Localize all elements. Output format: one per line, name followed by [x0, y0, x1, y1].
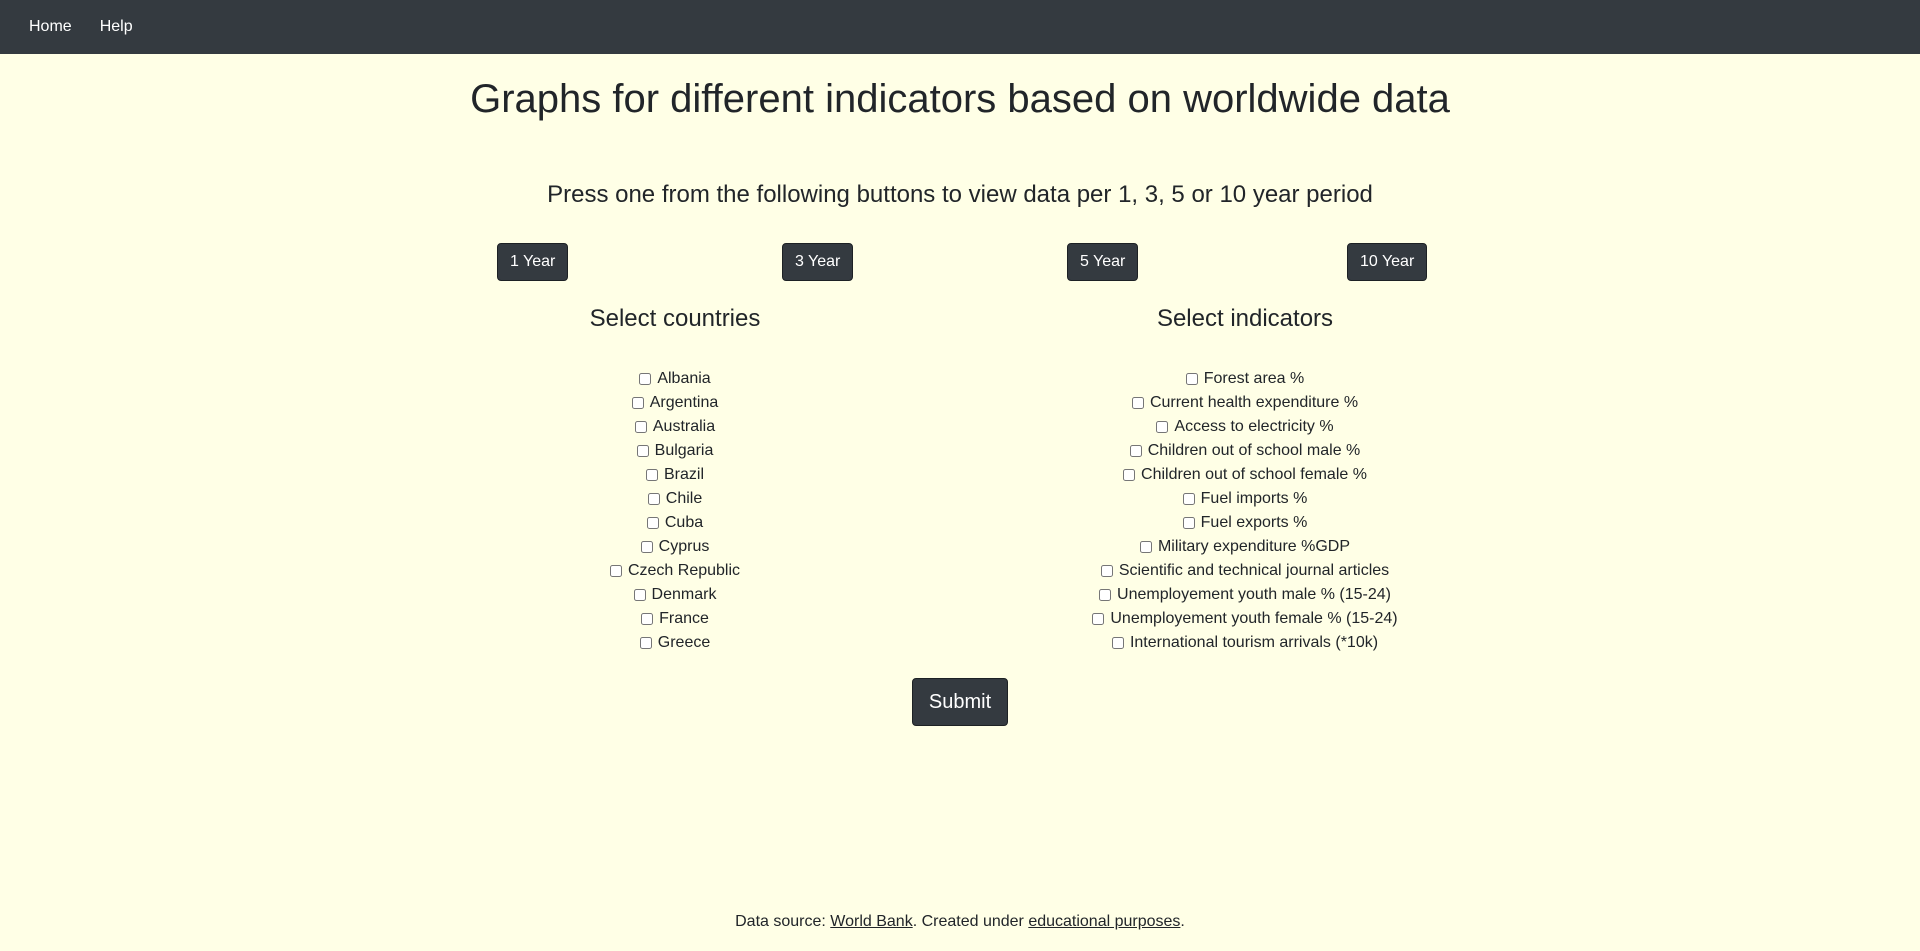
footer-middle: . Created under [912, 913, 1029, 930]
indicator-checkbox[interactable] [1123, 469, 1136, 481]
indicator-option[interactable]: Scientific and technical journal article… [1045, 559, 1445, 583]
country-option[interactable]: Australia [475, 415, 875, 439]
indicator-label: Fuel imports % [1200, 490, 1308, 507]
indicator-label: Unemployement youth male % (15-24) [1117, 586, 1391, 603]
footer-suffix: . [1180, 913, 1185, 930]
country-label: Denmark [651, 586, 717, 603]
country-label: Australia [652, 418, 716, 435]
indicator-option[interactable]: Military expenditure %GDP [1045, 535, 1445, 559]
nav-home-link[interactable]: Home [29, 18, 72, 35]
indicator-checkbox[interactable] [1182, 493, 1195, 505]
indicator-label: Forest area % [1203, 370, 1305, 387]
page-title: Graphs for different indicators based on… [470, 77, 1450, 121]
indicator-checkbox[interactable] [1092, 613, 1105, 625]
countries-list: Albania Argentina Australia Bulgaria Brazil C… [475, 367, 875, 655]
indicator-checkbox[interactable] [1099, 589, 1112, 601]
period-instructions: Press one from the following buttons to … [547, 181, 1373, 208]
top-navbar: Home Help [0, 0, 1920, 54]
country-label: Cyprus [658, 538, 710, 555]
nav-help-link[interactable]: Help [99, 18, 133, 35]
indicators-list: Forest area % Current health expenditure … [1045, 367, 1445, 655]
indicator-option[interactable]: Children out of school female % [1045, 463, 1445, 487]
period-3-year-button[interactable]: 3 Year [782, 243, 854, 281]
indicator-option[interactable]: Fuel exports % [1045, 511, 1445, 535]
country-option[interactable]: Czech Republic [475, 559, 875, 583]
country-checkbox[interactable] [639, 637, 652, 649]
country-label: Cuba [664, 514, 704, 531]
indicator-checkbox[interactable] [1111, 637, 1124, 649]
country-option[interactable]: Brazil [475, 463, 875, 487]
country-checkbox[interactable] [631, 397, 644, 409]
indicator-label: Scientific and technical journal article… [1118, 562, 1390, 579]
world-bank-link[interactable]: World Bank [830, 913, 913, 930]
country-checkbox[interactable] [646, 517, 659, 529]
indicator-checkbox[interactable] [1156, 421, 1169, 433]
indicator-option[interactable]: Children out of school male % [1045, 439, 1445, 463]
country-checkbox[interactable] [636, 445, 649, 457]
indicator-checkbox[interactable] [1131, 397, 1144, 409]
country-option[interactable]: Greece [475, 631, 875, 655]
country-option[interactable]: Argentina [475, 391, 875, 415]
period-10-year-button[interactable]: 10 Year [1347, 243, 1428, 281]
country-option[interactable]: France [475, 607, 875, 631]
country-option[interactable]: Denmark [475, 583, 875, 607]
country-checkbox[interactable] [633, 589, 646, 601]
indicator-label: Children out of school female % [1141, 466, 1367, 483]
period-5-year-button[interactable]: 5 Year [1067, 243, 1139, 281]
countries-heading: Select countries [589, 305, 761, 332]
indicator-checkbox[interactable] [1129, 445, 1142, 457]
educational-purposes-link[interactable]: educational purposes [1028, 913, 1181, 930]
country-option[interactable]: Chile [475, 487, 875, 511]
countries-panel: Select countries Albania Argentina Austral… [475, 300, 875, 655]
indicator-option[interactable]: Access to electricity % [1045, 415, 1445, 439]
country-option[interactable]: Bulgaria [475, 439, 875, 463]
indicator-checkbox[interactable] [1182, 517, 1195, 529]
country-label: Chile [665, 490, 703, 507]
country-option[interactable]: Albania [475, 367, 875, 391]
period-1-year-button[interactable]: 1 Year [497, 243, 569, 281]
submit-button[interactable]: Submit [912, 678, 1008, 726]
country-checkbox[interactable] [609, 565, 622, 577]
country-checkbox[interactable] [647, 493, 660, 505]
indicator-label: International tourism arrivals (*10k) [1129, 634, 1379, 651]
country-label: Czech Republic [627, 562, 741, 579]
indicator-option[interactable]: Current health expenditure % [1045, 391, 1445, 415]
indicators-heading: Select indicators [1156, 305, 1334, 332]
footer: Data source: World Bank. Created under e… [0, 913, 1920, 931]
country-checkbox[interactable] [645, 469, 658, 481]
indicator-option[interactable]: International tourism arrivals (*10k) [1045, 631, 1445, 655]
indicator-option[interactable]: Fuel imports % [1045, 487, 1445, 511]
country-option[interactable]: Cyprus [475, 535, 875, 559]
country-label: France [659, 610, 709, 627]
indicator-label: Current health expenditure % [1149, 394, 1359, 411]
country-label: Argentina [649, 394, 719, 411]
country-option[interactable]: Cuba [475, 511, 875, 535]
indicator-label: Unemployement youth female % (15-24) [1110, 610, 1398, 627]
country-checkbox[interactable] [634, 421, 647, 433]
indicator-option[interactable]: Forest area % [1045, 367, 1445, 391]
indicators-panel: Select indicators Forest area % Current h… [1045, 300, 1445, 655]
footer-prefix: Data source: [735, 913, 831, 930]
indicator-checkbox[interactable] [1185, 373, 1198, 385]
indicator-checkbox[interactable] [1139, 541, 1152, 553]
country-checkbox[interactable] [640, 541, 653, 553]
country-checkbox[interactable] [639, 373, 652, 385]
indicator-label: Access to electricity % [1174, 418, 1334, 435]
country-label: Greece [657, 634, 711, 651]
indicator-option[interactable]: Unemployement youth female % (15-24) [1045, 607, 1445, 631]
country-label: Bulgaria [654, 442, 714, 459]
indicator-option[interactable]: Unemployement youth male % (15-24) [1045, 583, 1445, 607]
indicator-label: Fuel exports % [1200, 514, 1308, 531]
country-label: Albania [657, 370, 711, 387]
indicator-checkbox[interactable] [1100, 565, 1113, 577]
indicator-label: Children out of school male % [1147, 442, 1361, 459]
country-checkbox[interactable] [641, 613, 654, 625]
indicator-label: Military expenditure %GDP [1157, 538, 1351, 555]
country-label: Brazil [663, 466, 704, 483]
